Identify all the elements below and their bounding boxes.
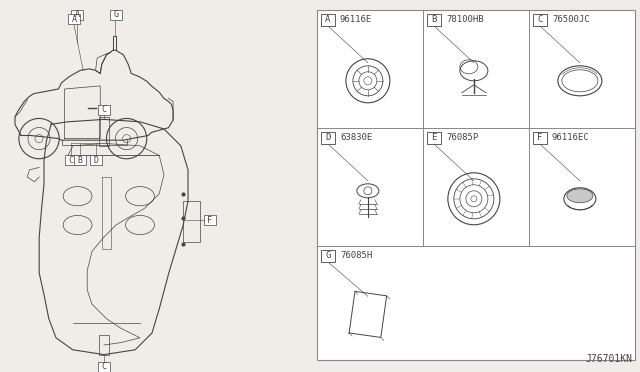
Text: G: G xyxy=(325,251,331,260)
Text: F: F xyxy=(207,216,212,225)
Text: 96116E: 96116E xyxy=(340,16,372,25)
Bar xyxy=(99,336,109,355)
Text: C: C xyxy=(102,105,106,114)
Bar xyxy=(321,250,335,262)
Text: C: C xyxy=(538,16,543,25)
Text: D: D xyxy=(325,134,331,142)
Text: F: F xyxy=(538,134,543,142)
Bar xyxy=(427,132,441,144)
Text: 76500JC: 76500JC xyxy=(552,16,589,25)
Text: 78100HB: 78100HB xyxy=(446,16,484,25)
Bar xyxy=(65,155,77,165)
Bar xyxy=(321,132,335,144)
Text: B: B xyxy=(431,16,436,25)
Text: C: C xyxy=(68,156,74,165)
Bar xyxy=(317,10,635,360)
Bar xyxy=(109,10,122,20)
Bar xyxy=(90,155,102,165)
Text: 96116EC: 96116EC xyxy=(552,134,589,142)
Bar xyxy=(321,14,335,26)
Text: 76085P: 76085P xyxy=(446,134,478,142)
Bar xyxy=(427,14,441,26)
Text: A: A xyxy=(325,16,331,25)
Bar xyxy=(74,155,86,165)
Bar xyxy=(533,14,547,26)
Text: B: B xyxy=(77,156,83,165)
Text: 63830E: 63830E xyxy=(340,134,372,142)
Bar xyxy=(99,117,109,146)
Text: G: G xyxy=(113,10,118,19)
Text: J76701KN: J76701KN xyxy=(585,354,632,364)
Text: D: D xyxy=(93,156,98,165)
Text: A: A xyxy=(72,15,76,24)
Bar xyxy=(204,215,216,225)
Ellipse shape xyxy=(567,189,593,203)
Text: A: A xyxy=(74,10,79,19)
Text: 76085H: 76085H xyxy=(340,251,372,260)
Bar xyxy=(68,14,80,24)
Bar xyxy=(183,201,200,242)
Bar xyxy=(98,105,110,115)
Bar xyxy=(98,362,110,372)
Text: C: C xyxy=(102,362,106,371)
Bar xyxy=(71,10,83,20)
Bar xyxy=(533,132,547,144)
Text: E: E xyxy=(431,134,436,142)
